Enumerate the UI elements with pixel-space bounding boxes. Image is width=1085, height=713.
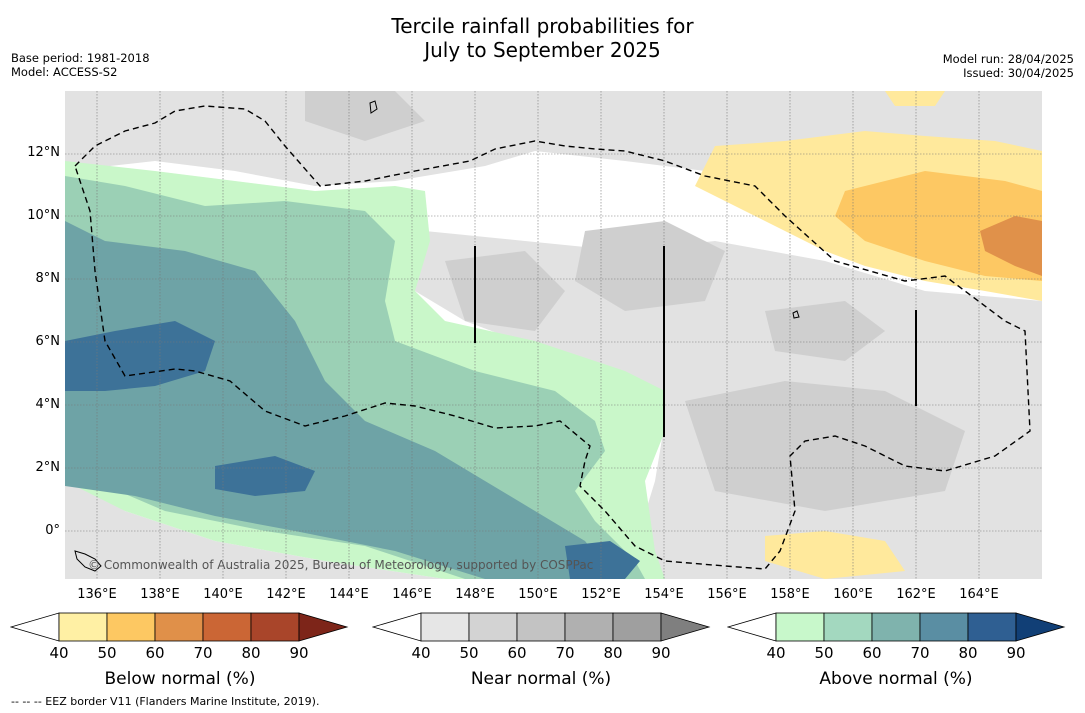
colorbar-segment [516,612,566,642]
above-normal-70-west [65,321,215,391]
chart-title: Tercile rainfall probabilities for July … [0,14,1085,62]
above-tick-40: 40 [766,644,786,662]
lat-label-0: 0° [45,523,60,538]
colorbar-segment [612,612,662,642]
base-period: Base period: 1981-2018 [11,51,150,65]
colorbar-segment [154,612,204,642]
base-info: Base period: 1981-2018 Model: ACCESS-S2 [11,51,150,79]
near-normal-patch-1 [575,221,725,311]
lat-label-2n: 2°N [35,460,61,475]
colorbar-extend-low [10,612,60,642]
colorbar-segment [823,612,873,642]
above-normal-colorbar [727,612,1066,642]
near-normal-colorbar [372,612,711,642]
map-svg [65,91,1042,579]
near-tick-50: 50 [459,644,479,662]
colorbar-extend-high [660,612,711,642]
above-normal-70-south [215,456,315,496]
lon-label-136e: 136°E [77,587,117,602]
below-normal-40-south [765,531,905,579]
below-tick-80: 80 [241,644,261,662]
near-tick-70: 70 [555,644,575,662]
lon-label-162e: 162°E [896,587,936,602]
near-tick-80: 80 [603,644,623,662]
run-info: Model run: 28/04/2025 Issued: 30/04/2025 [943,52,1074,80]
colorbar-segment [919,612,969,642]
lon-label-160e: 160°E [833,587,873,602]
lon-label-154e: 154°E [644,587,684,602]
map-grid [65,91,1042,579]
above-normal-70-southeast [565,541,640,579]
eez-footnote: -- -- -- EEZ border V11 (Flanders Marine… [11,695,320,708]
lon-label-144e: 144°E [329,587,369,602]
above-tick-50: 50 [814,644,834,662]
lon-label-158e: 158°E [770,587,810,602]
colorbar-extend-low [372,612,422,642]
below-tick-60: 60 [145,644,165,662]
colorbar-extend-low [727,612,777,642]
colorbar-segment [58,612,108,642]
near-normal-patch-2 [685,381,965,511]
below-normal-60 [980,216,1042,276]
probability-map [65,91,1042,579]
model-name: Model: ACCESS-S2 [11,65,118,79]
below-tick-40: 40 [49,644,69,662]
below-normal-colorbar [10,612,349,642]
meridian-markers [474,246,917,437]
colorbar-segment [468,612,518,642]
near-normal-patch-5 [305,91,425,141]
colorbar-segment [564,612,614,642]
title-line-2: July to September 2025 [424,38,661,62]
below-normal-40-top [885,91,945,106]
lon-label-148e: 148°E [455,587,495,602]
lat-label-10n: 10°N [27,208,60,223]
model-run-date: Model run: 28/04/2025 [942,52,1074,66]
lat-label-12n: 12°N [27,145,60,160]
lat-label-6n: 6°N [35,334,61,349]
lon-label-146e: 146°E [392,587,432,602]
below-tick-50: 50 [97,644,117,662]
lon-label-152e: 152°E [581,587,621,602]
colorbar-segment [250,612,300,642]
below-normal-label: Below normal (%) [104,669,256,689]
below-tick-90: 90 [289,644,309,662]
colorbar-segment [420,612,470,642]
copyright-text: © Commonwealth of Australia 2025, Bureau… [88,558,594,572]
lat-label-8n: 8°N [35,271,61,286]
colorbar-segment [871,612,921,642]
islands [74,100,800,572]
colorbar-extend-high [1015,612,1066,642]
above-normal-60 [65,221,615,579]
near-normal-label: Near normal (%) [470,669,612,689]
below-tick-70: 70 [193,644,213,662]
near-tick-90: 90 [651,644,671,662]
near-normal-area-south [65,471,445,579]
lon-label-156e: 156°E [707,587,747,602]
issued-date: Issued: 30/04/2025 [963,66,1074,80]
near-normal-patch-4 [765,301,885,361]
near-tick-40: 40 [411,644,431,662]
above-tick-60: 60 [862,644,882,662]
lat-label-4n: 4°N [35,397,61,412]
lon-label-150e: 150°E [518,587,558,602]
near-tick-60: 60 [507,644,527,662]
lon-label-140e: 140°E [203,587,243,602]
colorbar-segment [775,612,825,642]
colorbar-segment [202,612,252,642]
above-tick-80: 80 [958,644,978,662]
colorbar-segment [106,612,156,642]
above-tick-70: 70 [910,644,930,662]
lon-label-138e: 138°E [140,587,180,602]
colorbar-segment [967,612,1017,642]
above-normal-label: Above normal (%) [819,669,973,689]
lon-label-142e: 142°E [266,587,306,602]
colorbar-extend-high [298,612,349,642]
lon-label-164e: 164°E [959,587,999,602]
above-tick-90: 90 [1006,644,1026,662]
title-line-1: Tercile rainfall probabilities for [391,14,694,38]
